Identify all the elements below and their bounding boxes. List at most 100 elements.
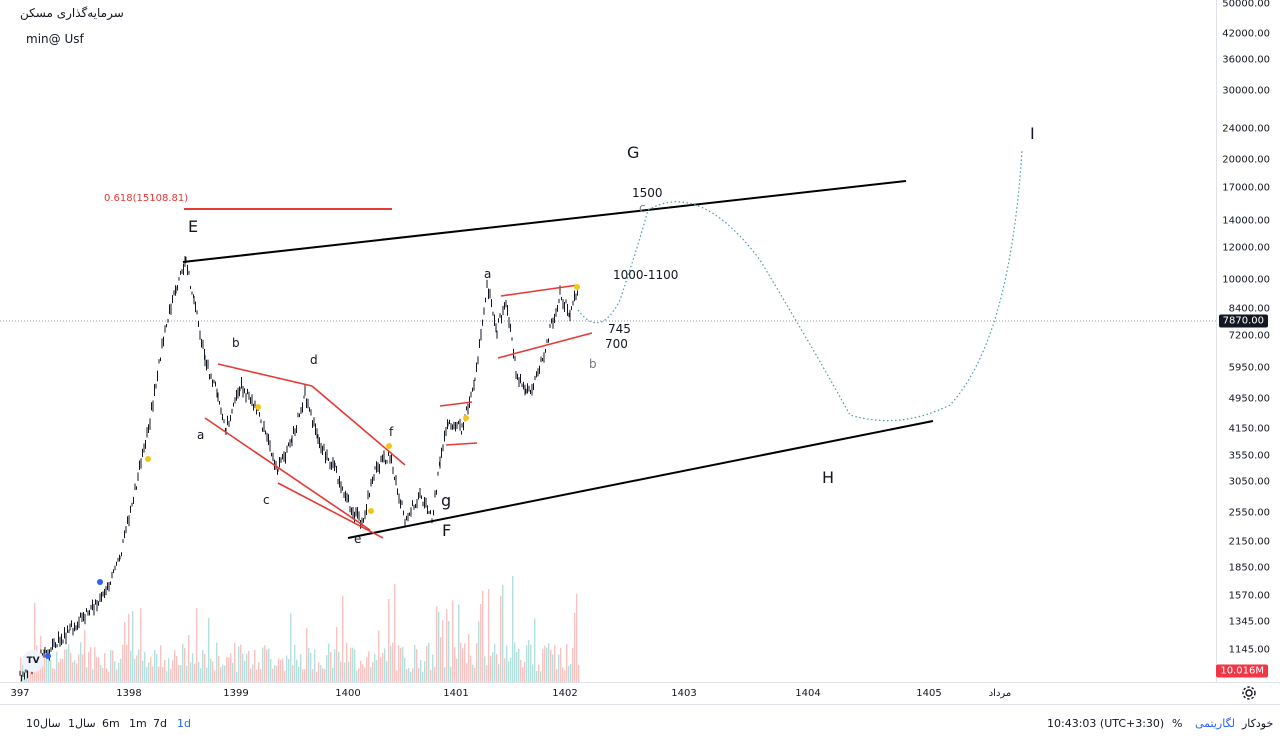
chart-area[interactable]: سرمایه‌گذاری مسکن min@ Usf E F G H I 0.6… bbox=[0, 0, 1216, 682]
settings-gear-icon[interactable] bbox=[1240, 684, 1258, 702]
volume-bar bbox=[98, 657, 100, 682]
volume-bar bbox=[428, 642, 430, 682]
volume-bar bbox=[284, 671, 286, 682]
time-tick: 1404 bbox=[795, 688, 821, 699]
volume-bar bbox=[334, 649, 336, 682]
volume-bar bbox=[450, 666, 452, 682]
volume-bar bbox=[402, 646, 404, 682]
range-button[interactable]: 6m bbox=[102, 717, 120, 730]
volume-bar bbox=[74, 660, 76, 682]
price-tick: 50000.00 bbox=[1222, 0, 1270, 10]
volume-bar bbox=[92, 669, 94, 682]
volume-bar bbox=[172, 660, 174, 682]
volume-bar bbox=[160, 645, 162, 682]
volume-bar bbox=[254, 649, 256, 682]
volume-bar bbox=[64, 649, 66, 682]
volume-bar bbox=[446, 609, 448, 682]
subwave-b: b bbox=[232, 336, 240, 350]
volume-bar bbox=[318, 662, 320, 682]
time-tick: 1403 bbox=[671, 688, 697, 699]
volume-bar bbox=[382, 652, 384, 682]
volume-bar bbox=[438, 611, 440, 682]
volume-bar bbox=[156, 654, 158, 682]
volume-bar bbox=[268, 648, 270, 682]
range-button[interactable]: 1d bbox=[177, 717, 191, 730]
event-marker bbox=[463, 415, 469, 421]
volume-bar bbox=[410, 671, 412, 682]
subwave-c: c bbox=[263, 493, 270, 507]
percent-toggle[interactable]: % bbox=[1172, 717, 1183, 730]
volume-bar bbox=[102, 667, 104, 682]
target-1500: 1500 bbox=[632, 186, 663, 200]
volume-bar bbox=[398, 645, 400, 682]
volume-bar bbox=[500, 595, 502, 682]
volume-bar bbox=[152, 666, 154, 682]
price-tick: 30000.00 bbox=[1222, 85, 1270, 97]
volume-bar bbox=[248, 650, 250, 682]
channel-lower-line bbox=[347, 420, 934, 539]
range-button[interactable]: 1سال bbox=[68, 717, 96, 730]
volume-bar bbox=[418, 668, 420, 682]
subwave-e: e bbox=[354, 532, 362, 546]
volume-bar bbox=[264, 645, 266, 682]
log-toggle[interactable]: لگاریتمی bbox=[1195, 717, 1235, 730]
volume-bar bbox=[320, 665, 322, 682]
event-marker bbox=[386, 443, 392, 449]
volume-bar bbox=[550, 649, 552, 682]
volume-bar bbox=[416, 649, 418, 682]
volume-bar bbox=[556, 669, 558, 682]
volume-bar bbox=[310, 652, 312, 682]
volume-bar bbox=[444, 667, 446, 682]
volume-bar bbox=[300, 654, 302, 682]
fib-label: 0.618(15108.81) bbox=[104, 193, 189, 204]
volume-bar bbox=[572, 647, 574, 682]
tradingview-logo[interactable]: TV bbox=[22, 650, 44, 672]
wave-label-g: G bbox=[627, 143, 640, 162]
volume-bar bbox=[448, 621, 450, 682]
volume-bar bbox=[496, 653, 498, 682]
volume-bar bbox=[224, 665, 226, 682]
volume-bar bbox=[96, 657, 98, 682]
wedge-line bbox=[204, 417, 371, 531]
auto-toggle[interactable]: خودکار bbox=[1242, 717, 1274, 730]
volume-bar bbox=[578, 664, 580, 682]
volume-bar bbox=[374, 653, 376, 682]
wedge-line bbox=[497, 332, 593, 359]
volume-bar bbox=[304, 669, 306, 682]
range-button[interactable]: 10سال bbox=[26, 717, 61, 730]
event-marker bbox=[255, 404, 261, 410]
price-tick: 36000.00 bbox=[1222, 54, 1270, 66]
volume-bar bbox=[220, 667, 222, 682]
volume-bar bbox=[370, 667, 372, 682]
volume-bar bbox=[60, 658, 62, 682]
time-tick: مرداد bbox=[988, 688, 1012, 699]
volume-bar bbox=[196, 608, 198, 682]
volume-bar bbox=[266, 649, 268, 682]
subwave-f: f bbox=[389, 425, 394, 439]
volume-bar bbox=[422, 671, 424, 682]
volume-bar bbox=[308, 647, 310, 682]
wave-label-h: H bbox=[822, 468, 835, 487]
price-chart[interactable] bbox=[0, 0, 1216, 682]
volume-bar bbox=[302, 669, 304, 682]
volume-bar bbox=[112, 650, 114, 682]
volume-bar bbox=[120, 658, 122, 682]
wedge-line bbox=[500, 284, 579, 297]
time-axis[interactable]: 397 1398 1399 1400 1401 1402 1403 1404 1405 مرداد bbox=[0, 682, 1280, 704]
range-button[interactable]: 7d bbox=[153, 717, 167, 730]
price-tick: 3550.00 bbox=[1228, 450, 1270, 462]
volume-bar bbox=[328, 643, 330, 682]
time-tick: 1401 bbox=[443, 688, 469, 699]
volume-bar bbox=[386, 661, 388, 682]
volume-bar bbox=[546, 647, 548, 682]
level-700: 700 bbox=[605, 337, 628, 351]
wedge-line bbox=[445, 442, 478, 446]
volume-bar bbox=[70, 652, 72, 682]
volume-bar bbox=[524, 661, 526, 682]
volume-bar bbox=[532, 664, 534, 682]
range-button[interactable]: 1m bbox=[129, 717, 147, 730]
volume-bar bbox=[360, 660, 362, 682]
price-axis[interactable]: 50000.00 42000.00 36000.00 30000.00 24000.00… bbox=[1216, 0, 1280, 682]
volume-bar bbox=[392, 642, 394, 682]
volume-bar bbox=[226, 657, 228, 682]
